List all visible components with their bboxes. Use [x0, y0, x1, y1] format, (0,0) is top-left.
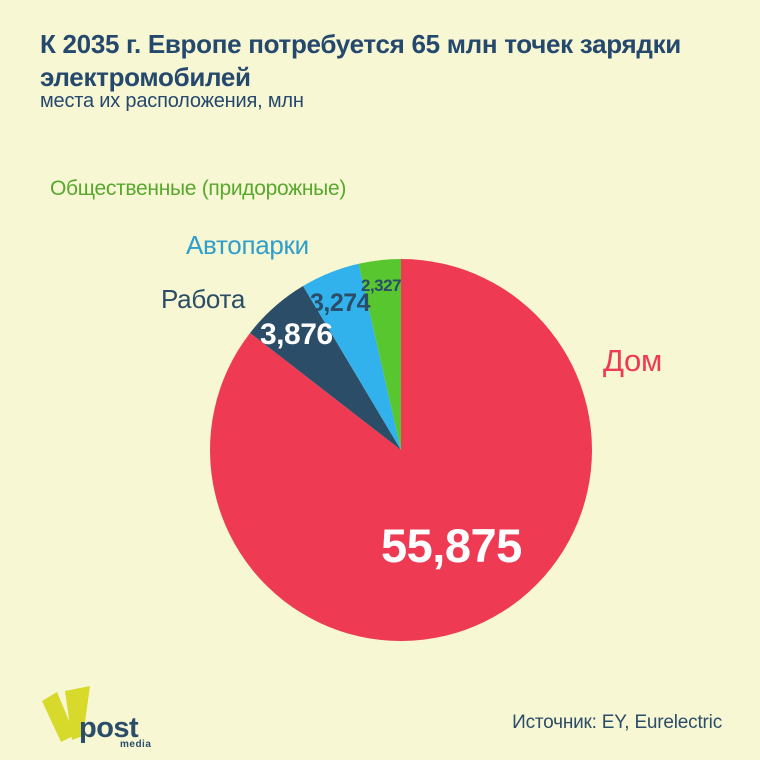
slice-label-work: Работа [161, 284, 245, 314]
logo-checkmark-icon [42, 686, 90, 742]
chart-title: К 2035 г. Европе потребуется 65 млн точе… [40, 29, 681, 92]
slice-value-fleets: 3,274 [310, 289, 371, 317]
logo-text: post [79, 712, 139, 744]
logo-subtext: media [120, 739, 152, 750]
pie-slice-public [358, 259, 401, 450]
logo: post media [36, 684, 176, 750]
slice-value-home: 55,875 [381, 519, 522, 572]
pie-chart [210, 259, 592, 641]
slice-label-home: Дом [603, 343, 662, 378]
slice-value-work: 3,876 [260, 318, 333, 351]
chart-subtitle: места их расположения, млн [40, 90, 304, 112]
source-credit: Источник: EY, Eurelectric [512, 712, 722, 733]
pie-slice-fleets [303, 263, 401, 450]
slice-label-public: Общественные (придорожные) [50, 177, 347, 200]
slice-label-fleets: Автопарки [186, 230, 309, 260]
slice-value-public: 2,327 [361, 276, 402, 295]
pie-slice-home [210, 259, 592, 641]
pie-slice-work [250, 286, 401, 450]
